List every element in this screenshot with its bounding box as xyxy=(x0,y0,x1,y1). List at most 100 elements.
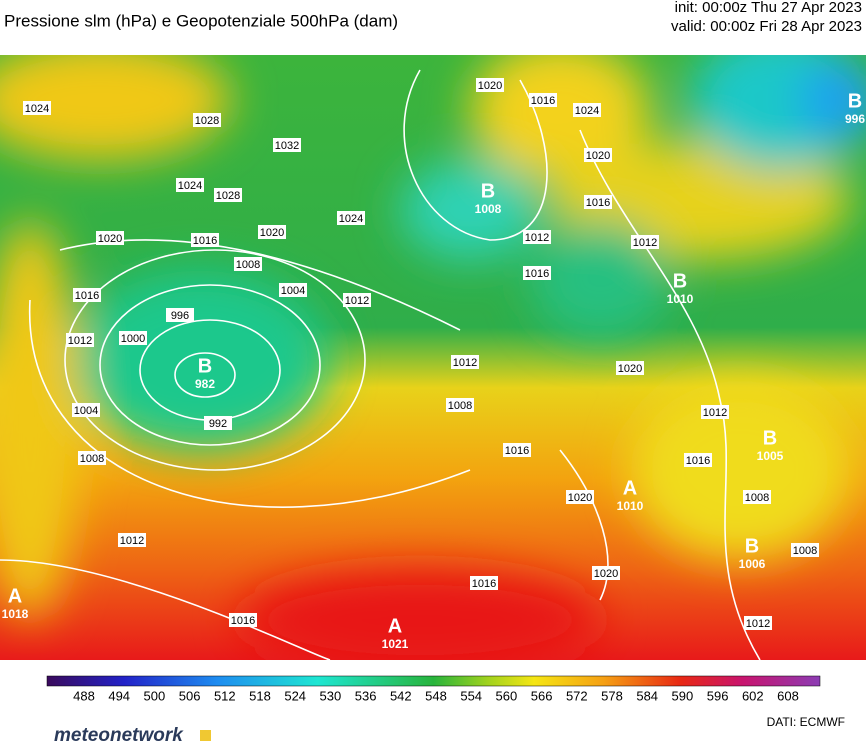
isobar-label-bg xyxy=(23,101,51,115)
center-letter: A xyxy=(8,585,22,607)
isobar-label-bg xyxy=(584,195,612,209)
isobar-label: 1020 xyxy=(568,492,592,504)
isobar-label: 992 xyxy=(209,418,227,430)
isobar-label-bg xyxy=(73,288,101,302)
isobar-label-bg xyxy=(96,231,124,245)
isobar-label: 1016 xyxy=(472,578,496,590)
isobar-label-bg xyxy=(476,78,504,92)
isobar-label-bg xyxy=(584,148,612,162)
center-value: 1005 xyxy=(757,449,784,463)
isobar-label-bg xyxy=(523,266,551,280)
isobar-label: 1008 xyxy=(793,545,817,557)
isobar-label-bg xyxy=(166,308,194,322)
center-value: 1008 xyxy=(475,202,502,216)
isobar-label: 1032 xyxy=(275,140,299,152)
colorbar-tick-label: 506 xyxy=(179,688,201,703)
colorbar-tick-label: 584 xyxy=(636,688,658,703)
isobar-label: 1008 xyxy=(236,259,260,271)
isobar-label: 1024 xyxy=(25,103,49,115)
colorbar-tick-label: 566 xyxy=(531,688,553,703)
isobar-label-bg xyxy=(446,398,474,412)
init-time: init: 00:00z Thu 27 Apr 2023 xyxy=(675,0,862,16)
center-value: 996 xyxy=(845,112,865,126)
isobar-label: 1028 xyxy=(195,115,219,127)
isobar-label: 1024 xyxy=(339,213,363,225)
isobar-label-bg xyxy=(470,576,498,590)
isobar-label: 1016 xyxy=(586,197,610,209)
center-letter: A xyxy=(388,615,402,637)
isobar-label: 1020 xyxy=(618,363,642,375)
isobar-label: 1028 xyxy=(216,190,240,202)
isobar-label-bg xyxy=(529,93,557,107)
isobar-label-bg xyxy=(191,233,219,247)
colorbar-tick-label: 560 xyxy=(496,688,518,703)
colorbar-tick-label: 590 xyxy=(672,688,694,703)
colorbar-tick-label: 524 xyxy=(284,688,306,703)
colorbar-tick-label: 512 xyxy=(214,688,236,703)
colorbar-tick-label: 578 xyxy=(601,688,623,703)
isobar-label: 1012 xyxy=(746,618,770,630)
isobar-label-bg xyxy=(566,490,594,504)
isobar-label-bg xyxy=(273,138,301,152)
center-letter: B xyxy=(481,180,495,202)
isobar-label-bg xyxy=(503,443,531,457)
center-letter: B xyxy=(198,355,212,377)
isobar-label-bg xyxy=(204,416,232,430)
isobar-label: 1012 xyxy=(68,335,92,347)
isobar-label: 1012 xyxy=(633,237,657,249)
isobar-label: 996 xyxy=(171,310,189,322)
isobar-label-bg xyxy=(214,188,242,202)
isobar-label: 1020 xyxy=(586,150,610,162)
isobar-label: 1008 xyxy=(745,492,769,504)
isobar-label: 1016 xyxy=(525,268,549,280)
isobar-label-bg xyxy=(631,235,659,249)
isobar-label: 1020 xyxy=(594,568,618,580)
isobar-label: 1016 xyxy=(75,290,99,302)
colorbar-tick-label: 608 xyxy=(777,688,799,703)
isobar-label: 1008 xyxy=(80,453,104,465)
isobar-label-bg xyxy=(229,613,257,627)
colorbar-tick-label: 536 xyxy=(355,688,377,703)
center-value: 1006 xyxy=(739,557,766,571)
isobar-label-bg xyxy=(523,230,551,244)
center-letter: B xyxy=(848,90,862,112)
colorbar-tick-label: 554 xyxy=(460,688,482,703)
valid-time: valid: 00:00z Fri 28 Apr 2023 xyxy=(671,18,862,35)
isobar-label-bg xyxy=(616,361,644,375)
isobar-label: 1024 xyxy=(575,105,599,117)
center-letter: B xyxy=(745,535,759,557)
isobar-label: 1016 xyxy=(531,95,555,107)
brand: meteonetwork xyxy=(54,725,184,745)
isobar-label: 1020 xyxy=(260,227,284,239)
brand-square xyxy=(200,730,211,741)
isobar-label-bg xyxy=(72,403,100,417)
colorbar-tick-label: 548 xyxy=(425,688,447,703)
isobar-label: 1004 xyxy=(74,405,98,417)
center-letter: B xyxy=(763,427,777,449)
center-value: 1018 xyxy=(2,607,29,621)
colorbar-tick-label: 542 xyxy=(390,688,412,703)
isobar-label-bg xyxy=(701,405,729,419)
center-letter: A xyxy=(623,477,637,499)
center-letter: B xyxy=(673,270,687,292)
colorbar-tick-label: 530 xyxy=(320,688,342,703)
colorbar-tick-label: 596 xyxy=(707,688,729,703)
center-value: 1010 xyxy=(617,499,644,513)
isobar-label-bg xyxy=(451,355,479,369)
isobar-label: 1000 xyxy=(121,333,145,345)
isobar-label: 1016 xyxy=(505,445,529,457)
isobar-label-bg xyxy=(279,283,307,297)
isobar-label-bg xyxy=(592,566,620,580)
isobar-label: 1016 xyxy=(686,455,710,467)
map-title: Pressione slm (hPa) e Geopotenziale 500h… xyxy=(4,11,398,30)
center-value: 1010 xyxy=(667,292,694,306)
isobar-label: 1004 xyxy=(281,285,305,297)
isobar-label: 1012 xyxy=(453,357,477,369)
colorbar-tick-label: 518 xyxy=(249,688,271,703)
colorbar-tick-label: 494 xyxy=(108,688,130,703)
isobar-label-bg xyxy=(337,211,365,225)
map-area xyxy=(0,55,866,660)
isobar-label: 1008 xyxy=(448,400,472,412)
isobar-label-bg xyxy=(258,225,286,239)
isobar-label-bg xyxy=(119,331,147,345)
